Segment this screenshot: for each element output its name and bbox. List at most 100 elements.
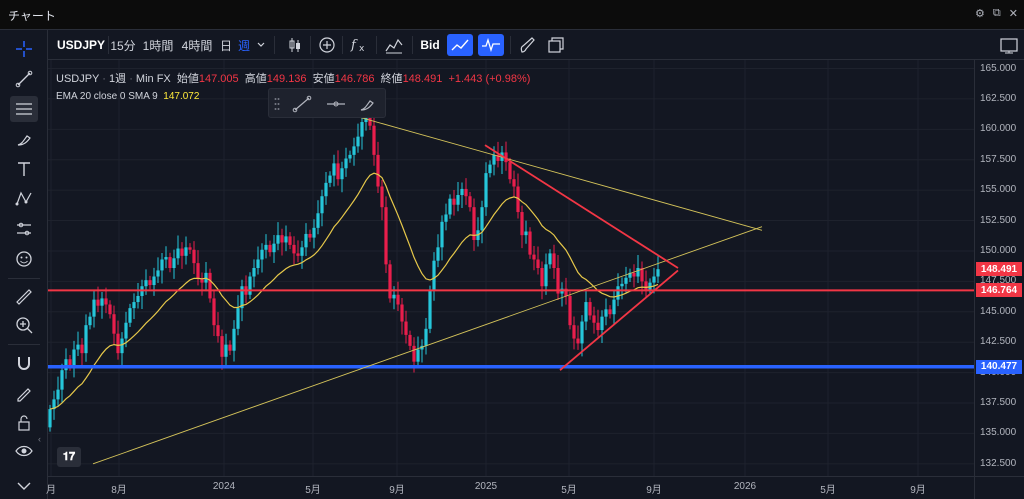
candle bbox=[528, 227, 532, 259]
interval-4h-button[interactable]: 4時間 bbox=[181, 38, 213, 53]
candle-body bbox=[304, 233, 308, 248]
time-axis[interactable] bbox=[48, 476, 974, 499]
settings-icon[interactable]: ⚙ bbox=[975, 8, 985, 20]
candle bbox=[204, 262, 208, 292]
chart-settings-icon[interactable] bbox=[996, 30, 1022, 60]
emoji-icon[interactable] bbox=[10, 246, 38, 272]
candle-body bbox=[400, 304, 404, 322]
candle bbox=[288, 232, 292, 250]
interval-week-button[interactable]: 週 bbox=[237, 38, 250, 53]
bid-button[interactable]: Bid bbox=[420, 38, 440, 52]
time-label: 2025 bbox=[474, 481, 498, 492]
close-icon[interactable]: ✕ bbox=[1008, 8, 1018, 20]
candle bbox=[116, 320, 120, 360]
candle-body bbox=[464, 188, 468, 197]
candle-body bbox=[72, 349, 76, 367]
candle bbox=[180, 242, 184, 269]
candle-body bbox=[644, 281, 648, 290]
candle bbox=[476, 217, 480, 247]
crosshair-icon[interactable] bbox=[10, 36, 38, 62]
indicator-legend[interactable]: EMA 20 close 0 SMA 9 147.072 bbox=[56, 91, 199, 102]
chart-pane[interactable] bbox=[48, 60, 974, 476]
candle bbox=[256, 246, 260, 275]
chevron-down-icon[interactable] bbox=[254, 30, 268, 60]
templates-icon[interactable] bbox=[382, 30, 406, 60]
candle-body bbox=[396, 294, 400, 305]
candle bbox=[644, 270, 648, 299]
candle-body bbox=[248, 276, 252, 295]
candle-body bbox=[588, 302, 592, 316]
candle bbox=[220, 329, 224, 370]
candle bbox=[260, 243, 264, 273]
candle bbox=[592, 306, 596, 334]
interval-day-button[interactable]: 日 bbox=[219, 38, 232, 53]
svg-text:x: x bbox=[359, 44, 365, 54]
candle bbox=[568, 291, 572, 330]
candle bbox=[572, 316, 576, 350]
trendline-icon[interactable] bbox=[291, 94, 313, 119]
price-chart[interactable] bbox=[48, 60, 974, 476]
candle bbox=[168, 252, 172, 273]
layout-icon[interactable] bbox=[543, 30, 569, 60]
paint-brush-icon[interactable] bbox=[514, 30, 540, 60]
lock-icon[interactable] bbox=[10, 410, 38, 436]
candle-body bbox=[288, 236, 292, 245]
compare-icon[interactable] bbox=[316, 30, 338, 60]
pattern-icon[interactable] bbox=[10, 186, 38, 212]
trendline-icon[interactable] bbox=[10, 66, 38, 92]
candle bbox=[596, 309, 600, 337]
candle bbox=[104, 287, 108, 314]
candle-body bbox=[372, 125, 376, 155]
price-tag: 140.477 bbox=[976, 359, 1022, 374]
chevron-down-icon[interactable] bbox=[10, 474, 38, 499]
eye-icon[interactable] bbox=[10, 438, 38, 464]
text-icon[interactable] bbox=[10, 156, 38, 182]
lock-pencil-icon[interactable] bbox=[10, 380, 38, 406]
candle-body bbox=[412, 345, 416, 362]
magnet-icon[interactable] bbox=[10, 350, 38, 376]
candle bbox=[388, 260, 392, 303]
candle-body bbox=[632, 272, 636, 277]
candle bbox=[252, 259, 256, 288]
time-label: 5月 bbox=[820, 485, 836, 496]
horizontal-ray-icon[interactable] bbox=[325, 94, 347, 119]
candle bbox=[516, 173, 520, 219]
brush-icon[interactable] bbox=[10, 126, 38, 152]
candle-body bbox=[436, 247, 440, 261]
drag-handle-icon[interactable] bbox=[274, 97, 280, 116]
candle-body bbox=[300, 247, 304, 256]
candle-body bbox=[512, 179, 516, 187]
candle-body bbox=[428, 289, 432, 329]
candle-body bbox=[96, 299, 100, 306]
candle bbox=[208, 268, 212, 303]
candles-icon[interactable] bbox=[284, 30, 306, 60]
trendline-lower bbox=[92, 226, 763, 465]
candle-body bbox=[192, 249, 196, 264]
interval-1h-button[interactable]: 1時間 bbox=[142, 38, 174, 53]
candle-body bbox=[92, 299, 96, 317]
candle-body bbox=[504, 152, 508, 163]
collapse-toolbar-icon[interactable]: ‹ bbox=[38, 434, 41, 444]
candle-body bbox=[544, 264, 548, 287]
candle-body bbox=[552, 253, 556, 268]
popout-icon[interactable]: ⧉ bbox=[992, 7, 1001, 19]
forecast-icon[interactable] bbox=[10, 216, 38, 242]
trend-line-tool-icon[interactable] bbox=[447, 34, 473, 56]
candle bbox=[460, 182, 464, 209]
zoom-in-icon[interactable] bbox=[10, 312, 38, 338]
candle-body bbox=[208, 272, 212, 299]
candle-body bbox=[580, 321, 584, 344]
symbol-button[interactable]: USDJPY bbox=[56, 38, 106, 52]
interval-15m-button[interactable]: 15分 bbox=[110, 38, 136, 53]
candle-body bbox=[200, 278, 204, 283]
brush-icon[interactable] bbox=[357, 94, 379, 119]
pulse-icon[interactable] bbox=[478, 34, 504, 56]
candle-body bbox=[188, 247, 192, 250]
candle-body bbox=[180, 248, 184, 256]
ruler-icon[interactable] bbox=[10, 284, 38, 310]
fib-retracement-icon[interactable] bbox=[10, 96, 38, 122]
low-label: 安値 bbox=[312, 73, 335, 85]
candle-body bbox=[292, 244, 296, 254]
candle bbox=[340, 161, 344, 193]
